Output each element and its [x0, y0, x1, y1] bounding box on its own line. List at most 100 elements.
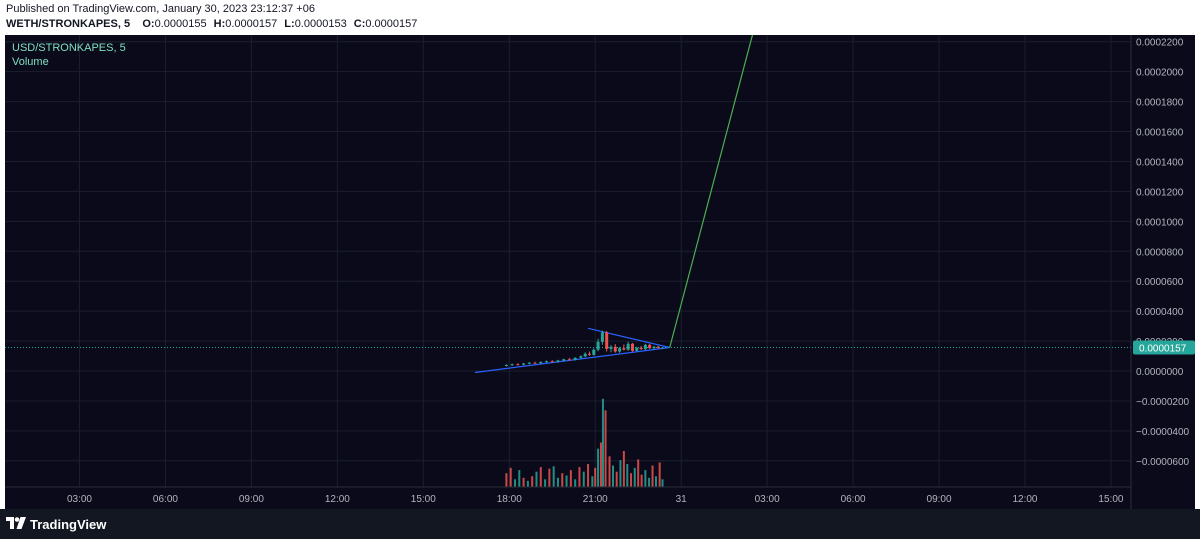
volume-bar [630, 473, 633, 487]
chart-area[interactable]: 0.0002200 0.0002000 0.0001800 0.0001600 0.00… [5, 35, 1195, 509]
tradingview-brand[interactable]: TradingView [6, 516, 106, 532]
candle-body [556, 360, 560, 363]
high-value: 0.0000157 [225, 18, 278, 30]
time-tick-label: 03:00 [755, 494, 780, 505]
candle-body [639, 347, 643, 350]
open-value: 0.0000155 [154, 18, 207, 30]
candle-body [504, 365, 508, 367]
price-tick-label: 0.0001800 [1136, 98, 1184, 109]
candle-body [510, 364, 514, 366]
price-tick-label: 0.0000800 [1136, 247, 1184, 258]
footer-bar: TradingView [0, 509, 1200, 539]
volume-bar [535, 471, 538, 487]
volume-bar [513, 479, 516, 487]
volume-bar [544, 479, 547, 487]
volume-bar [587, 464, 590, 487]
chart-header: Published on TradingView.com, January 30… [0, 0, 1200, 35]
volume-bar [509, 467, 512, 487]
symbol-label: WETH/STRONKAPES, 5 [6, 18, 131, 30]
candle-body [618, 348, 622, 352]
volume-bar [637, 459, 640, 487]
volume-bar [661, 479, 664, 487]
volume-bar [599, 442, 602, 487]
candle-body [643, 344, 647, 350]
volume-bar [591, 476, 594, 487]
candle-body [605, 332, 609, 349]
volume-bar [608, 456, 611, 487]
volume-bar [601, 398, 604, 487]
volume-bar [597, 448, 600, 487]
volume-bar [522, 477, 525, 487]
low-label: L: [284, 18, 295, 30]
current-price-tag[interactable] [1133, 340, 1195, 355]
price-tick-label: 0.0000400 [1136, 307, 1184, 318]
volume-bar [619, 460, 622, 487]
volume-bar [651, 465, 654, 487]
price-tick-label: 0.0001600 [1136, 128, 1184, 139]
candle-body [533, 362, 537, 364]
published-info: Published on TradingView.com, January 30… [6, 3, 315, 15]
legend-pair[interactable]: USD/STRONKAPES, 5 [12, 42, 126, 54]
candle-body [635, 347, 639, 351]
triangle-upper-line[interactable] [587, 327, 670, 349]
volume-bar [531, 476, 534, 487]
candle-body [652, 346, 656, 349]
time-tick-label: 06:00 [841, 494, 866, 505]
time-tick-label: 09:00 [927, 494, 952, 505]
candle-body [587, 353, 591, 355]
candle-body [527, 362, 531, 364]
volume-bar [548, 468, 551, 487]
price-tick-label: 0.0002200 [1136, 38, 1184, 49]
candle-body [600, 332, 604, 342]
price-tick-label: 0.0001400 [1136, 157, 1184, 168]
volume-bar [565, 475, 568, 487]
volume-bar [582, 471, 585, 487]
time-tick-label: 15:00 [1098, 494, 1123, 505]
triangle-lower-line[interactable] [474, 346, 670, 374]
volume-bar [518, 470, 521, 487]
time-tick-label: 15:00 [411, 494, 436, 505]
volume-bar [526, 480, 529, 487]
volume-bar [611, 465, 614, 487]
volume-bar [615, 471, 618, 487]
volume-bar [644, 470, 647, 487]
candle-body [583, 353, 587, 357]
time-tick-label: 12:00 [1012, 494, 1037, 505]
volume-bar [594, 467, 597, 487]
price-chart[interactable]: 0.0002200 0.0002000 0.0001800 0.0001600 0.00… [5, 35, 1195, 509]
candle-body [573, 357, 577, 360]
price-tick-label: 0.0000600 [1136, 277, 1184, 288]
price-tick-label: −0.0000600 [1136, 457, 1190, 468]
volume-bar [648, 477, 651, 487]
candle-body [626, 343, 630, 350]
tradingview-logo-icon [6, 517, 26, 529]
candle-body [539, 362, 543, 364]
volume-bar [633, 467, 636, 487]
breakout-projection-line[interactable] [669, 35, 755, 348]
low-value: 0.0000153 [294, 18, 347, 30]
volume-bar [556, 477, 559, 487]
legend-volume[interactable]: Volume [12, 56, 49, 68]
time-tick-label: 06:00 [153, 494, 178, 505]
price-tick-label: 0.0000000 [1136, 367, 1184, 378]
candle-body [592, 349, 596, 355]
chart-background [5, 35, 1195, 509]
volume-bar [622, 450, 625, 487]
candle-body [567, 359, 571, 361]
volume-bar [552, 466, 555, 487]
brand-text: TradingView [30, 516, 107, 532]
volume-bar [505, 473, 508, 487]
time-tick-label: 09:00 [239, 494, 264, 505]
candle-body [579, 356, 583, 358]
close-label: C: [353, 18, 366, 30]
time-tick-label: 03:00 [67, 494, 92, 505]
volume-bar [604, 410, 607, 487]
price-tick-label: −0.0000400 [1136, 427, 1190, 438]
price-tick-label: −0.0000200 [1136, 397, 1190, 408]
time-tick-label: 12:00 [325, 494, 350, 505]
volume-bar [569, 470, 572, 487]
time-tick-label: 31 [676, 494, 688, 505]
volume-bar [654, 476, 657, 487]
candle-body [550, 361, 554, 363]
current-price-label: 0.0000157 [1139, 344, 1187, 355]
